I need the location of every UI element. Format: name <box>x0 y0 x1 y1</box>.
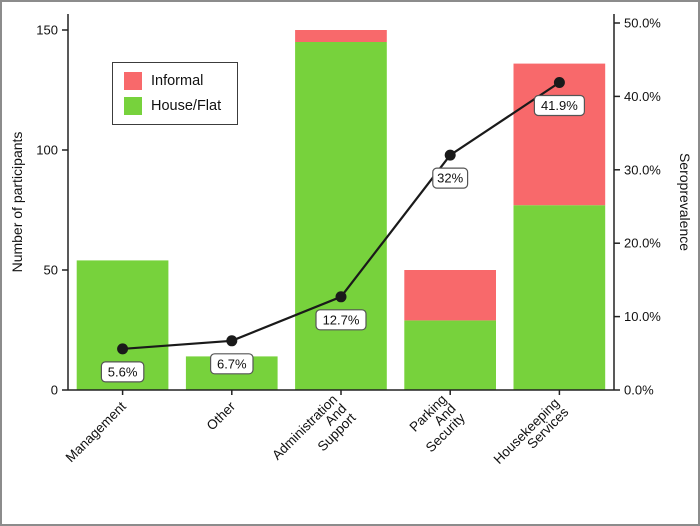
point-label: 41.9% <box>541 98 578 113</box>
y-right-tick-label: 50.0% <box>624 16 661 31</box>
x-axis-label: Management <box>63 399 130 466</box>
y-right-tick-label: 40.0% <box>624 89 661 104</box>
legend-swatch-house-flat <box>124 97 142 115</box>
point-label: 32% <box>437 171 463 186</box>
x-axis-label: AdministrationAndSupport <box>269 392 359 482</box>
svg-text:ParkingAndSecurity: ParkingAndSecurity <box>404 392 468 456</box>
point-label: 12.7% <box>323 312 360 327</box>
y-right-tick-label: 10.0% <box>624 309 661 324</box>
bar-segment-house-flat <box>404 320 496 390</box>
legend-item-informal: Informal <box>124 72 221 90</box>
legend-label-house-flat: House/Flat <box>151 98 222 114</box>
y-right-tick-label: 30.0% <box>624 162 661 177</box>
data-point <box>335 291 347 303</box>
bar-segment-informal <box>404 270 496 321</box>
tick-labels: 0 50 100 150 0.0% 10.0% 20.0% 30.0% 40.0% 50.0% <box>36 16 661 398</box>
bar-segment-house-flat <box>295 42 387 390</box>
point-label: 6.7% <box>217 356 247 371</box>
legend-item-house-flat: House/Flat <box>124 97 221 115</box>
point-label: 5.6% <box>108 364 138 379</box>
legend-swatch-informal <box>124 72 142 90</box>
point-label-box <box>100 361 145 383</box>
y-right-tick-label: 0.0% <box>624 383 654 398</box>
svg-text:AdministrationAndSupport: AdministrationAndSupport <box>269 392 359 482</box>
svg-text:Management: Management <box>63 399 130 466</box>
bar-segment-house-flat <box>513 205 606 390</box>
legend: Informal House/Flat <box>112 62 239 125</box>
y-right-tick-label: 20.0% <box>624 236 661 251</box>
legend-label-informal: Informal <box>151 73 204 89</box>
y-left-tick-label: 0 <box>51 383 58 398</box>
x-axis-label: Other <box>204 398 239 433</box>
point-label-box <box>315 309 367 331</box>
x-axis-label: ParkingAndSecurity <box>404 392 469 456</box>
y-left-tick-label: 150 <box>36 23 58 38</box>
svg-text:Other: Other <box>204 398 239 433</box>
y-left-tick-label: 50 <box>44 263 58 278</box>
bar-segment-informal <box>295 30 387 42</box>
x-axis-label: HousekeepingServices <box>491 395 572 476</box>
svg-text:HousekeepingServices: HousekeepingServices <box>491 395 572 476</box>
point-label-box <box>210 353 254 375</box>
point-label-box <box>432 167 469 189</box>
y-axis-title-left: Number of participants <box>9 132 25 273</box>
bars <box>76 30 606 390</box>
y-left-tick-label: 100 <box>36 143 58 158</box>
point-label-box <box>533 94 586 117</box>
data-point <box>117 343 129 355</box>
data-point <box>444 149 456 161</box>
data-point <box>226 335 238 347</box>
y-axis-title-right: Seroprevalence <box>677 153 693 251</box>
data-point <box>553 77 565 88</box>
